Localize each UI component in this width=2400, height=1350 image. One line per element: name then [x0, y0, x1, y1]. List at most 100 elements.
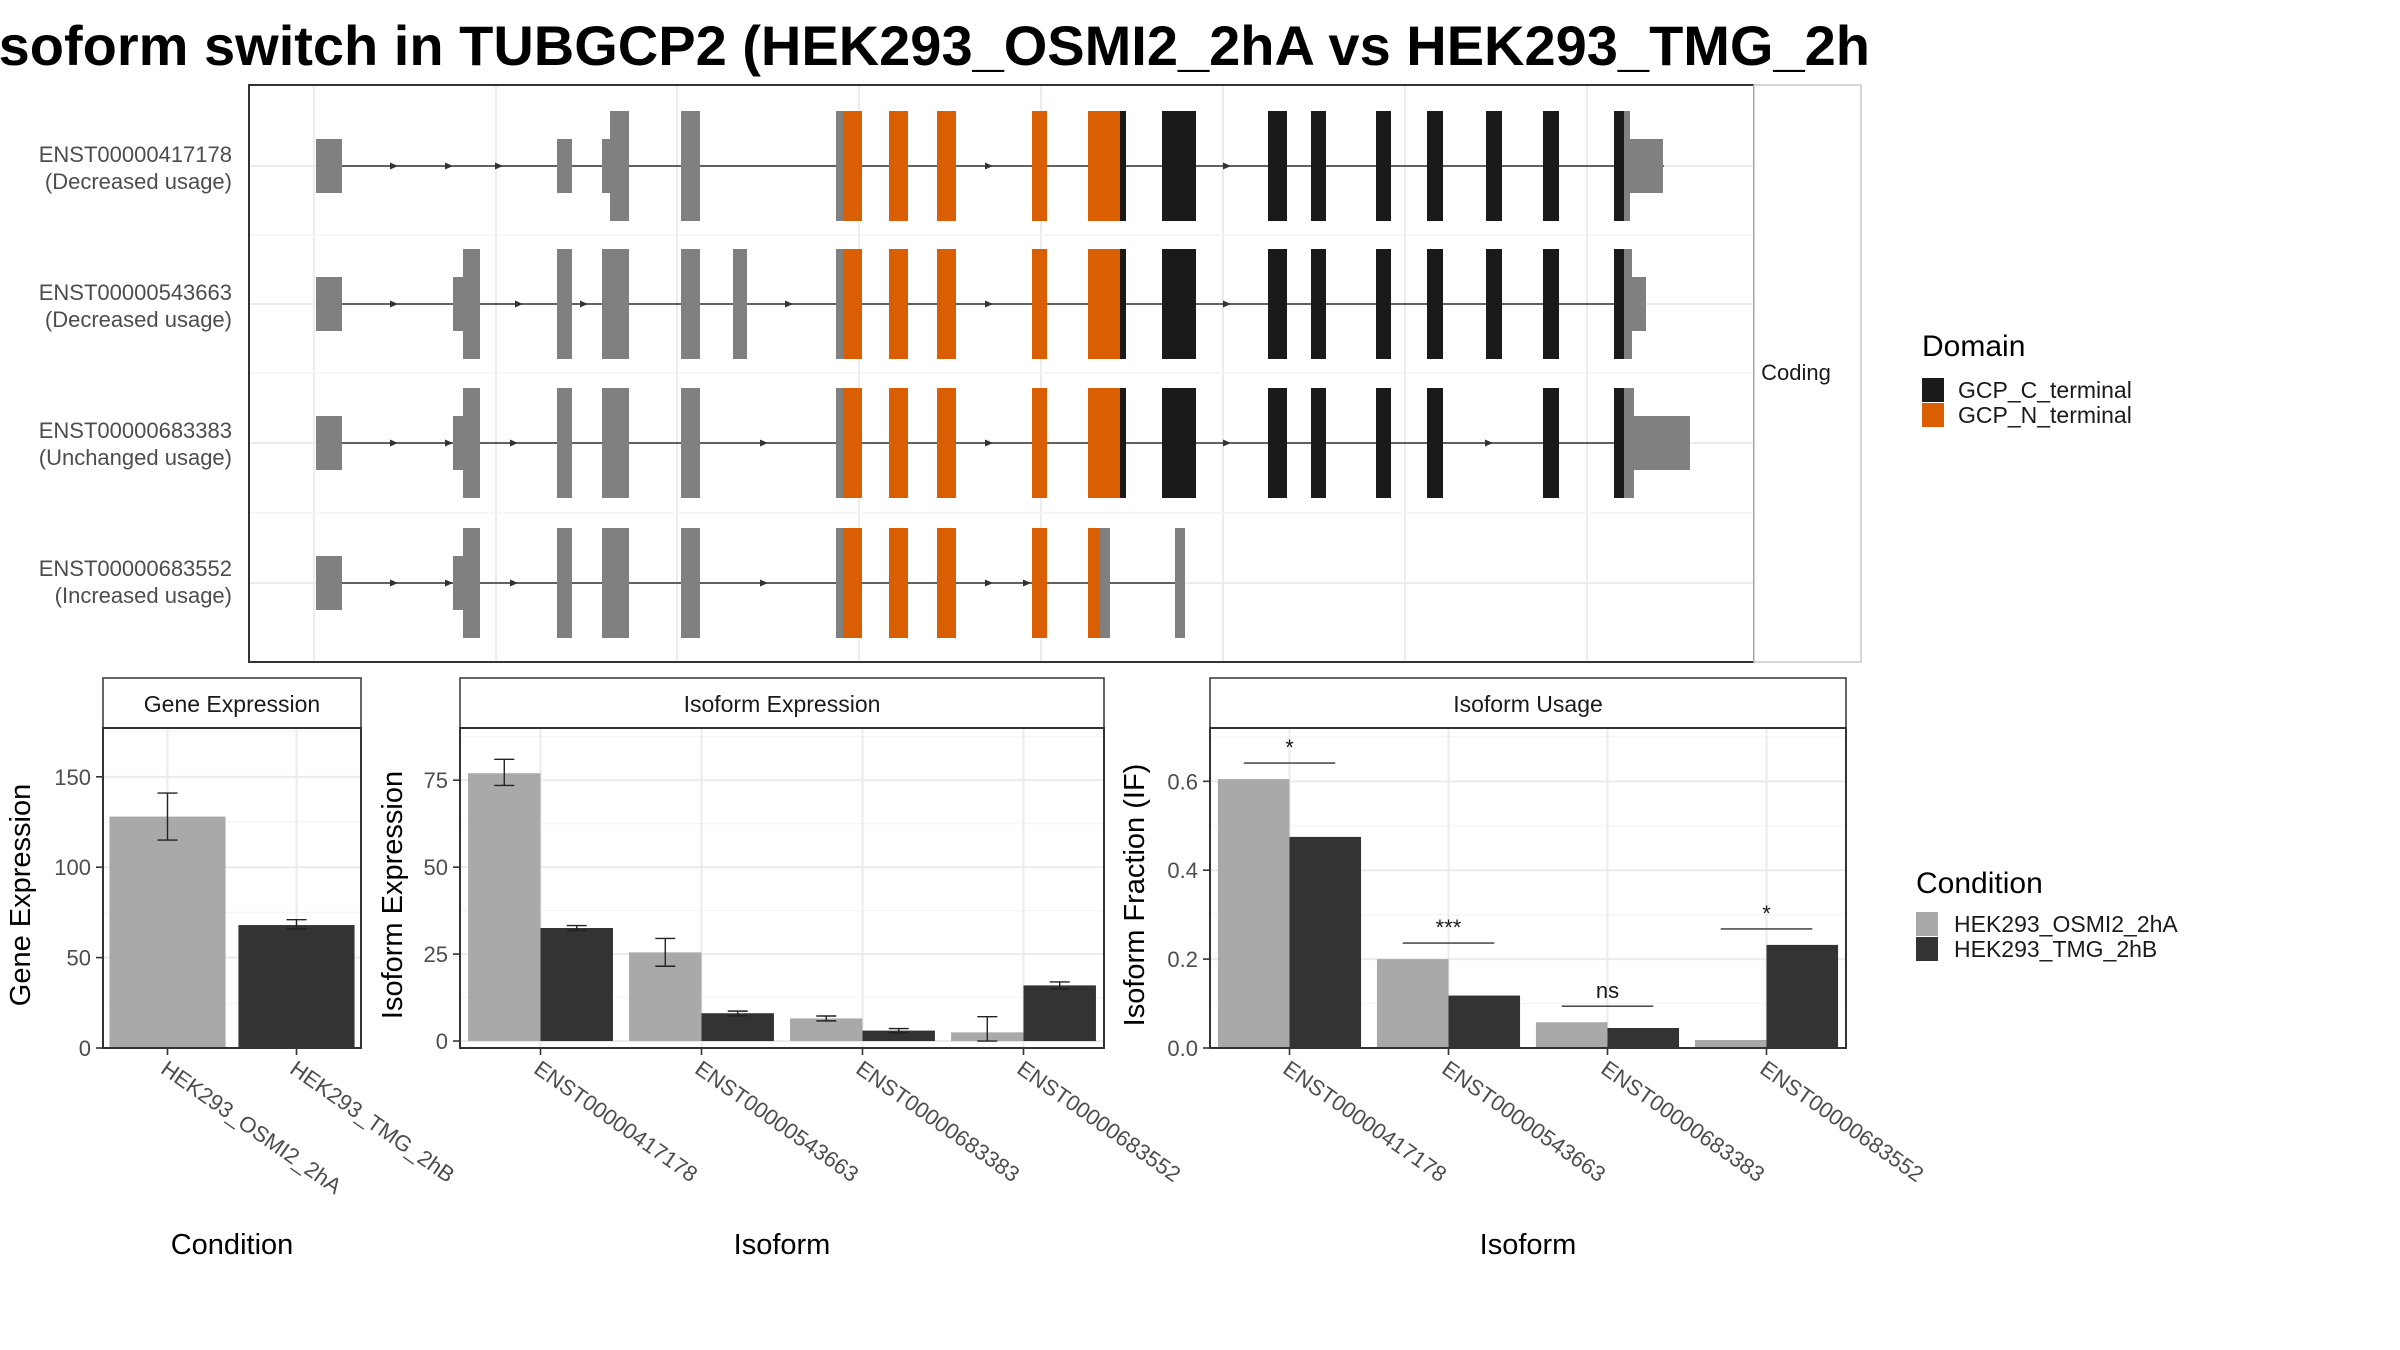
- transcript-labels: ENST00000417178 (Decreased usage) ENST00…: [39, 142, 232, 608]
- exon-block: [602, 528, 629, 638]
- y-tick-label: 50: [424, 855, 448, 880]
- exon-block: [1088, 528, 1100, 638]
- exon-block: [681, 388, 700, 498]
- plot-frame: [102, 727, 362, 1049]
- transcript-id-label: ENST00000417178: [39, 142, 232, 167]
- exon-block: [1120, 249, 1126, 359]
- exon-block: [889, 111, 908, 221]
- exon-block: [1162, 249, 1196, 359]
- transcript-usage-label: (Decreased usage): [45, 169, 232, 194]
- transcript-usage-label: (Decreased usage): [45, 307, 232, 332]
- exon-block: [1486, 249, 1502, 359]
- legend-label: HEK293_OSMI2_2hA: [1954, 911, 2178, 937]
- exon-block: [1032, 249, 1047, 359]
- intron-arrow: [1223, 439, 1231, 447]
- intron-arrow: [495, 162, 503, 170]
- exon-block: [463, 528, 480, 638]
- intron-arrow: [760, 579, 768, 587]
- exon-block: [843, 528, 862, 638]
- exon-block: [843, 249, 862, 359]
- structure-panel: Coding: [248, 84, 1862, 663]
- bar: [1289, 836, 1362, 1048]
- exon-block: [1630, 139, 1642, 193]
- intron-arrow: [985, 439, 993, 447]
- exon-block: [1543, 249, 1559, 359]
- y-axis-title: Isoform Fraction (IF): [1119, 764, 1151, 1027]
- x-tick-label: ENST00000543663: [1438, 1056, 1611, 1187]
- intron-arrow: [390, 300, 398, 308]
- exon-block: [937, 528, 956, 638]
- bar: [1448, 995, 1521, 1048]
- y-tick-label: 0: [79, 1036, 91, 1061]
- exon-block: [836, 388, 843, 498]
- exon-block: [1624, 388, 1634, 498]
- exon-block: [316, 277, 342, 331]
- bar: [1694, 1040, 1767, 1048]
- x-tick-label: ENST00000683383: [1597, 1056, 1770, 1187]
- intron-arrow: [390, 162, 398, 170]
- legend-label: GCP_N_terminal: [1958, 402, 2132, 428]
- y-tick-label: 0.4: [1167, 858, 1198, 883]
- plot-frame: [459, 727, 1105, 1049]
- legend-label: GCP_C_terminal: [1958, 377, 2132, 403]
- exon-block: [889, 388, 908, 498]
- bar: [1535, 1022, 1608, 1048]
- significance-label: ns: [1596, 978, 1619, 1003]
- legend-key-condition-b: [1916, 937, 1938, 961]
- intron-arrow: [515, 300, 523, 308]
- intron-arrow: [510, 439, 518, 447]
- exon-block: [1032, 388, 1047, 498]
- bar: [862, 1030, 935, 1042]
- isoform-usage-plot: ****ns*0.00.20.40.6ENST00000417178ENST00…: [1167, 727, 1928, 1187]
- bar: [468, 773, 541, 1042]
- transcript-id-label: ENST00000683383: [39, 418, 232, 443]
- x-tick-label: ENST00000683383: [852, 1056, 1025, 1187]
- y-tick-label: 100: [54, 855, 91, 880]
- y-tick-label: 0: [436, 1029, 448, 1054]
- x-tick-label: ENST00000683552: [1013, 1056, 1186, 1187]
- intron-arrow: [445, 579, 453, 587]
- exon-block: [937, 388, 956, 498]
- intron-arrow: [1223, 300, 1231, 308]
- chart-title: e isoform switch in TUBGCP2 (HEK293_OSMI…: [0, 14, 1870, 77]
- intron-arrow: [985, 579, 993, 587]
- exon-block: [602, 139, 610, 193]
- bar: [629, 952, 702, 1042]
- y-tick-label: 50: [67, 946, 91, 971]
- y-tick-label: 25: [424, 942, 448, 967]
- exon-block: [453, 277, 463, 331]
- exon-block: [1120, 111, 1126, 221]
- exon-block: [937, 111, 956, 221]
- intron-arrow: [985, 300, 993, 308]
- intron-arrow: [390, 439, 398, 447]
- significance-label: *: [1285, 735, 1294, 760]
- intron-arrow: [1485, 439, 1493, 447]
- transcript-id-label: ENST00000543663: [39, 280, 232, 305]
- exon-block: [1376, 249, 1391, 359]
- exon-block: [463, 388, 480, 498]
- exon-block: [1268, 111, 1287, 221]
- y-tick-label: 0.0: [1167, 1036, 1198, 1061]
- exon-block: [1268, 388, 1287, 498]
- exon-block: [1427, 111, 1443, 221]
- plot-frame: [1209, 727, 1847, 1049]
- exon-block: [1427, 388, 1443, 498]
- condition-legend-title: Condition: [1916, 867, 2043, 900]
- exon-block: [1311, 388, 1326, 498]
- legend-label: HEK293_TMG_2hB: [1954, 936, 2157, 962]
- exon-block: [602, 388, 629, 498]
- y-tick-label: 150: [54, 765, 91, 790]
- bar: [1023, 985, 1096, 1042]
- intron-arrow: [785, 300, 793, 308]
- x-axis-title: Condition: [171, 1229, 294, 1261]
- exon-block: [1614, 111, 1624, 221]
- significance-label: ***: [1436, 915, 1462, 940]
- y-tick-label: 0.2: [1167, 947, 1198, 972]
- intron-arrow: [1223, 162, 1231, 170]
- exon-block: [836, 528, 843, 638]
- exon-block: [1311, 249, 1326, 359]
- bar: [1376, 959, 1449, 1048]
- exon-block: [1486, 111, 1502, 221]
- exon-block: [843, 111, 862, 221]
- exon-block: [463, 249, 480, 359]
